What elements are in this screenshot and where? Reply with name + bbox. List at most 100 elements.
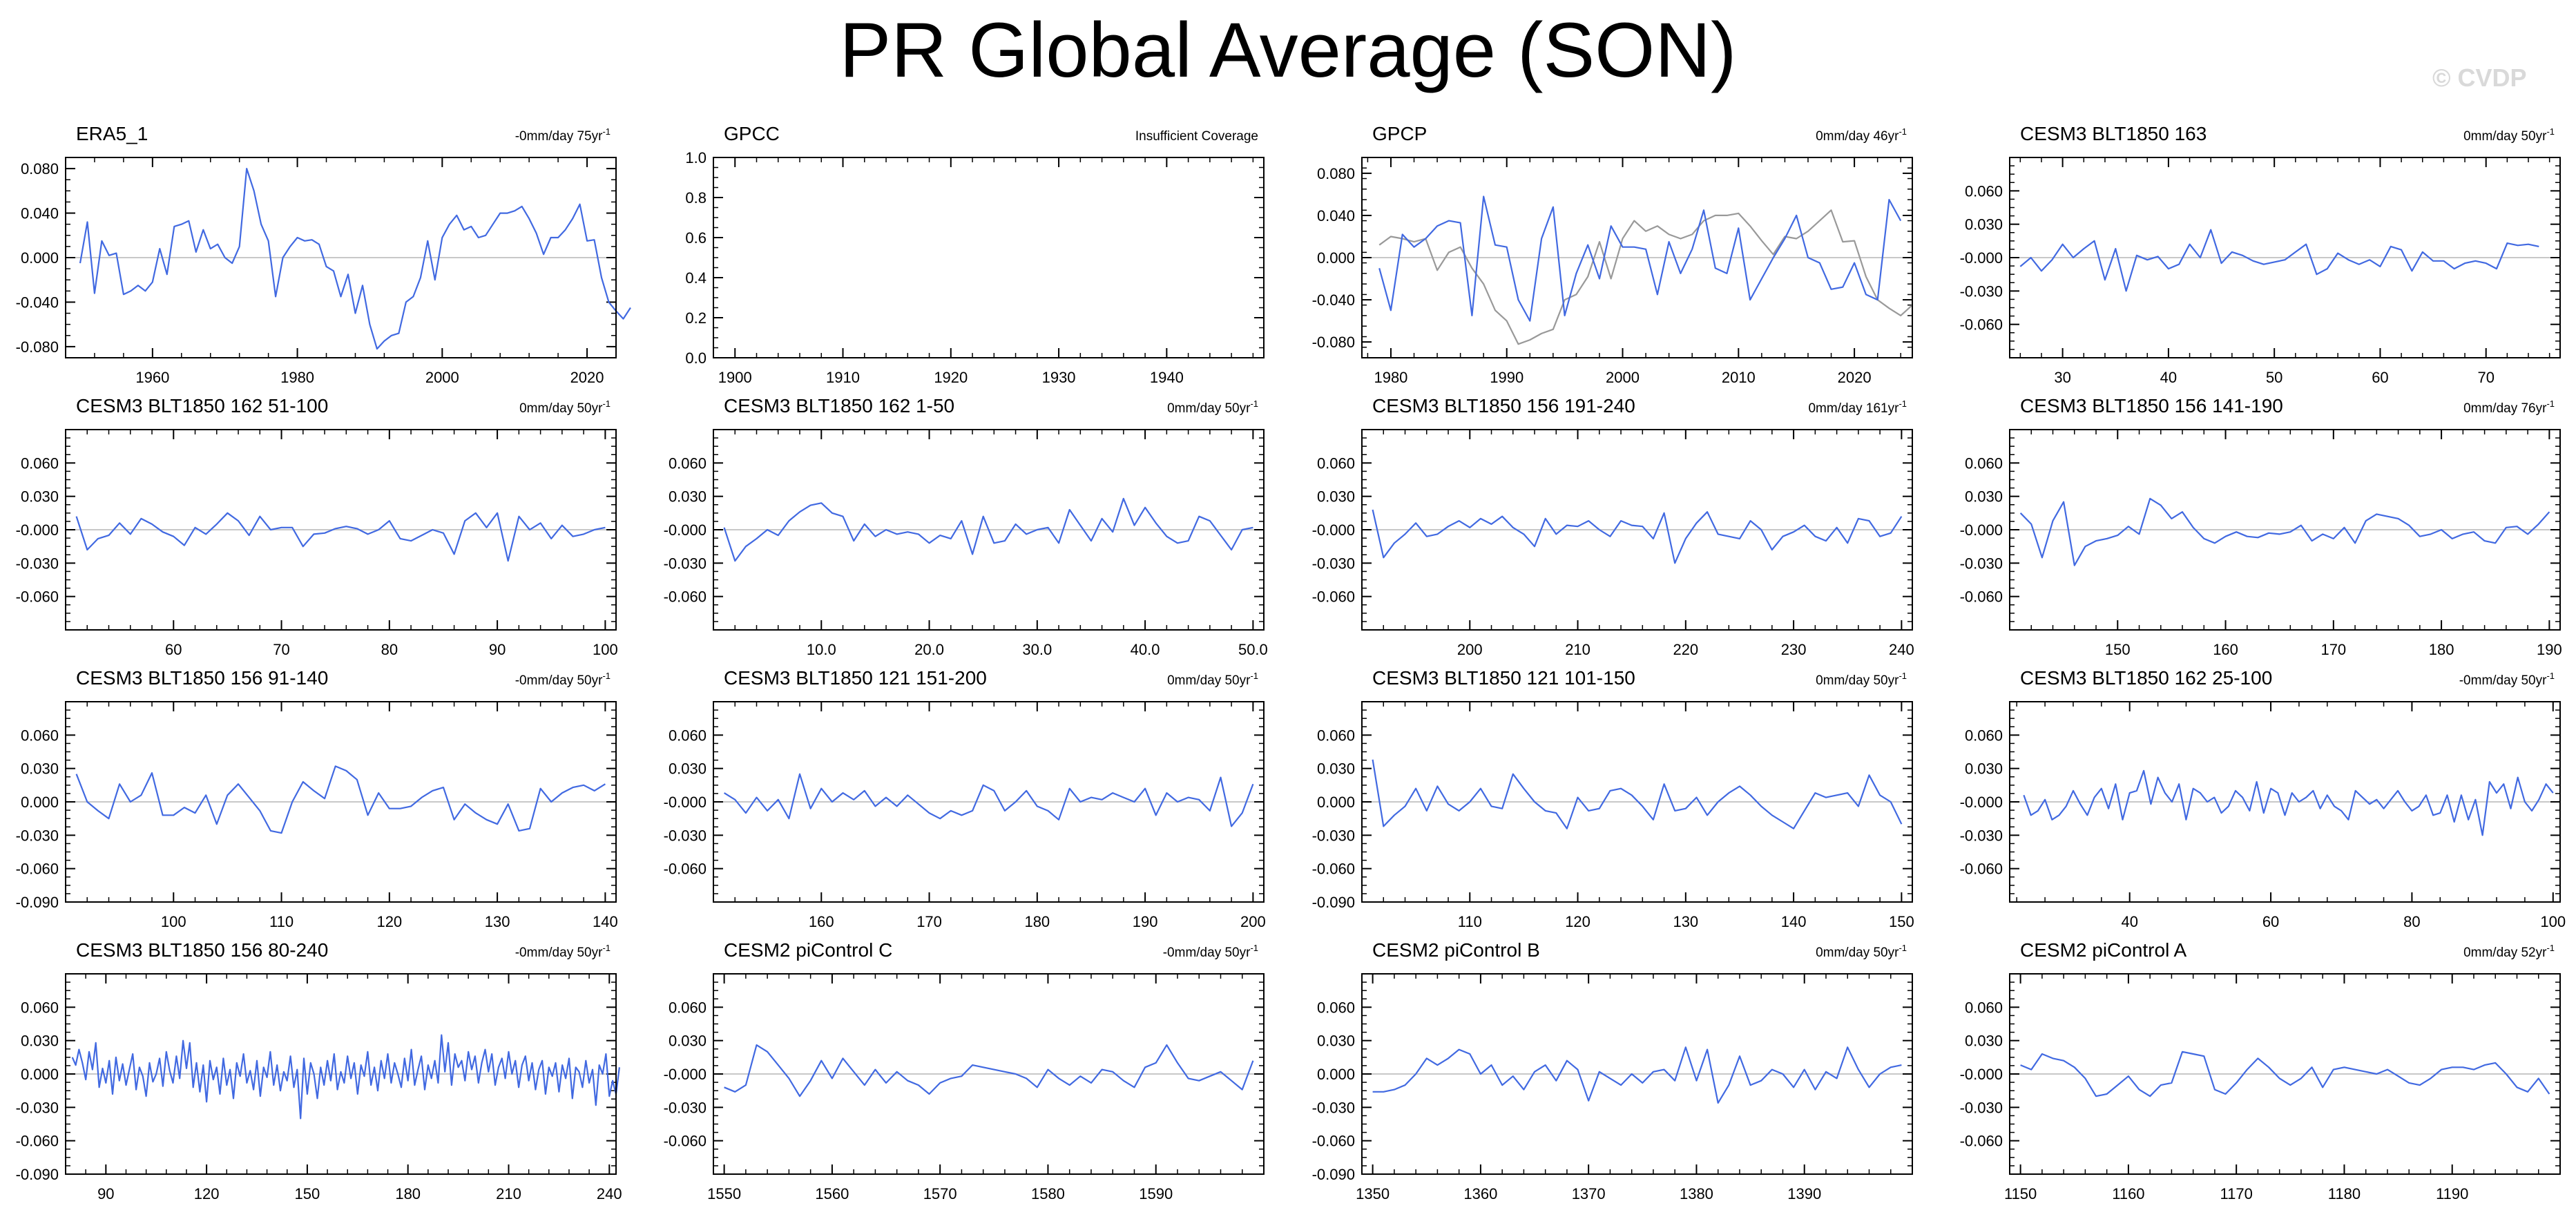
trend-label: -0mm/day 75yr-1 bbox=[515, 126, 611, 144]
trend-label: 0mm/day 50yr-1 bbox=[1167, 671, 1258, 688]
trend-exponent: -1 bbox=[602, 671, 611, 681]
observed-series-line bbox=[1378, 209, 1913, 345]
panel-title: CESM2 piControl B bbox=[1372, 939, 1540, 961]
panel-title: CESM3 BLT1850 121 101-150 bbox=[1372, 667, 1635, 689]
y-tick-label: -0.060 bbox=[1960, 1133, 2003, 1150]
trend-exponent: -1 bbox=[1250, 399, 1258, 409]
trend-exponent: -1 bbox=[602, 943, 611, 953]
x-tick-label: 1350 bbox=[1356, 1185, 1390, 1202]
series-line bbox=[723, 497, 1253, 562]
x-tick-label: 180 bbox=[395, 1185, 421, 1202]
x-tick-label: 100 bbox=[593, 641, 618, 658]
plot-frame bbox=[65, 973, 617, 1175]
trend-value: 0mm/day 76yr bbox=[2463, 401, 2547, 416]
y-tick-label: -0.030 bbox=[1312, 1099, 1355, 1116]
x-tick-label: 30.0 bbox=[1022, 641, 1052, 658]
y-tick-label: 0.040 bbox=[1317, 207, 1355, 224]
y-tick-label: -0.030 bbox=[664, 1099, 707, 1116]
y-tick-label: -0.060 bbox=[16, 1133, 59, 1150]
x-tick-label: 100 bbox=[161, 913, 186, 930]
x-tick-label: 2020 bbox=[1838, 369, 1872, 386]
y-tick-label: 0.060 bbox=[669, 454, 707, 472]
x-tick-label: 190 bbox=[1133, 913, 1158, 930]
series-line bbox=[1372, 509, 1903, 564]
panel-title: CESM3 BLT1850 121 151-200 bbox=[724, 667, 987, 689]
panel-title: CESM3 BLT1850 156 91-140 bbox=[76, 667, 328, 689]
series-line bbox=[75, 765, 606, 834]
x-tick-label: 1160 bbox=[2112, 1185, 2144, 1202]
x-tick-label: 180 bbox=[1024, 913, 1050, 930]
trend-value: 0mm/day 50yr bbox=[2463, 129, 2547, 144]
x-tick-label: 140 bbox=[593, 913, 618, 930]
series-line bbox=[71, 1034, 620, 1120]
series-line bbox=[724, 1044, 1254, 1097]
series-line bbox=[2020, 1050, 2550, 1097]
y-tick-label: -0.090 bbox=[16, 1166, 59, 1183]
panel-title: CESM3 BLT1850 162 51-100 bbox=[76, 395, 328, 416]
x-tick-label: 50 bbox=[2266, 369, 2282, 386]
y-tick-label: -0.060 bbox=[1312, 861, 1355, 878]
x-tick-label: 50.0 bbox=[1238, 641, 1268, 658]
x-tick-label: 1920 bbox=[934, 369, 968, 386]
y-tick-label: -0.000 bbox=[1960, 249, 2003, 267]
trend-value: -0mm/day 75yr bbox=[515, 129, 603, 144]
panel-title: CESM3 BLT1850 156 191-240 bbox=[1372, 395, 1635, 416]
x-tick-label: 210 bbox=[1565, 641, 1590, 658]
trend-exponent: -1 bbox=[1899, 126, 1907, 137]
y-tick-label: 0.030 bbox=[1965, 488, 2003, 506]
panel-title: CESM3 BLT1850 156 80-240 bbox=[76, 939, 328, 961]
y-tick-label: 0.040 bbox=[21, 205, 59, 222]
trend-value: -0mm/day 50yr bbox=[2459, 673, 2547, 688]
x-tick-label: 240 bbox=[597, 1185, 622, 1202]
y-tick-label: -0.000 bbox=[664, 794, 707, 811]
trend-value: 0mm/day 161yr bbox=[1808, 401, 1899, 416]
panel-title: GPCP bbox=[1372, 123, 1427, 144]
x-tick-label: 80 bbox=[2403, 913, 2420, 930]
y-tick-label: -0.090 bbox=[16, 894, 59, 911]
y-tick-label: -0.060 bbox=[1960, 861, 2003, 878]
y-tick-label: 0.060 bbox=[669, 727, 707, 744]
y-tick-label: 0.030 bbox=[669, 760, 707, 778]
y-tick-label: 0.060 bbox=[1965, 727, 2003, 744]
trend-value: 0mm/day 50yr bbox=[1167, 673, 1251, 688]
y-tick-label: 0.080 bbox=[21, 160, 59, 178]
plot-frame bbox=[1361, 701, 1913, 903]
trend-exponent: -1 bbox=[2546, 943, 2555, 953]
trend-exponent: -1 bbox=[602, 399, 611, 409]
plot-frame bbox=[2009, 157, 2561, 358]
y-tick-label: 0.030 bbox=[1317, 1033, 1355, 1050]
y-tick-label: 0.060 bbox=[1317, 727, 1355, 744]
trend-value: 0mm/day 50yr bbox=[1816, 673, 1899, 688]
x-tick-label: 1560 bbox=[815, 1185, 849, 1202]
y-tick-label: 0.030 bbox=[669, 488, 707, 506]
panel-2: GPCC Insufficient Coverage 0.0 0.2 0.4 0.6 0.8… bbox=[685, 123, 1265, 386]
trend-label: 0mm/day 46yr-1 bbox=[1816, 126, 1907, 144]
y-tick-label: 0.030 bbox=[1317, 760, 1355, 778]
trend-value: -0mm/day 50yr bbox=[515, 946, 603, 960]
trend-value: -0mm/day 50yr bbox=[515, 673, 603, 688]
panel-13: CESM3 BLT1850 156 80-240 -0mm/day 50yr-1-… bbox=[16, 939, 622, 1202]
y-tick-label: 0.000 bbox=[1317, 1066, 1355, 1083]
y-tick-label: -0.060 bbox=[1960, 588, 2003, 606]
trend-exponent: -1 bbox=[2546, 671, 2555, 681]
plot-frame bbox=[1361, 429, 1913, 631]
panel-title: CESM2 piControl A bbox=[2020, 939, 2187, 961]
y-tick-label: 0.000 bbox=[21, 794, 59, 811]
y-tick-label: 0.060 bbox=[669, 999, 707, 1016]
x-tick-label: 150 bbox=[295, 1185, 320, 1202]
trend-value: -0mm/day 50yr bbox=[1163, 946, 1251, 960]
page-title: PR Global Average (SON) bbox=[839, 7, 1737, 93]
trend-exponent: -1 bbox=[602, 126, 611, 137]
y-tick-label: 0.030 bbox=[1965, 216, 2003, 233]
y-tick-label: 0.060 bbox=[1317, 454, 1355, 472]
x-tick-label: 140 bbox=[1781, 913, 1807, 930]
x-tick-label: 1550 bbox=[707, 1185, 741, 1202]
x-tick-label: 80 bbox=[381, 641, 398, 658]
panel-title: CESM3 BLT1850 162 1-50 bbox=[724, 395, 954, 416]
x-tick-label: 110 bbox=[1458, 913, 1482, 930]
trend-exponent: -1 bbox=[1899, 671, 1907, 681]
y-tick-label: 0.8 bbox=[685, 189, 707, 207]
x-tick-label: 1980 bbox=[1374, 369, 1407, 386]
trend-label: -0mm/day 50yr-1 bbox=[515, 943, 611, 960]
